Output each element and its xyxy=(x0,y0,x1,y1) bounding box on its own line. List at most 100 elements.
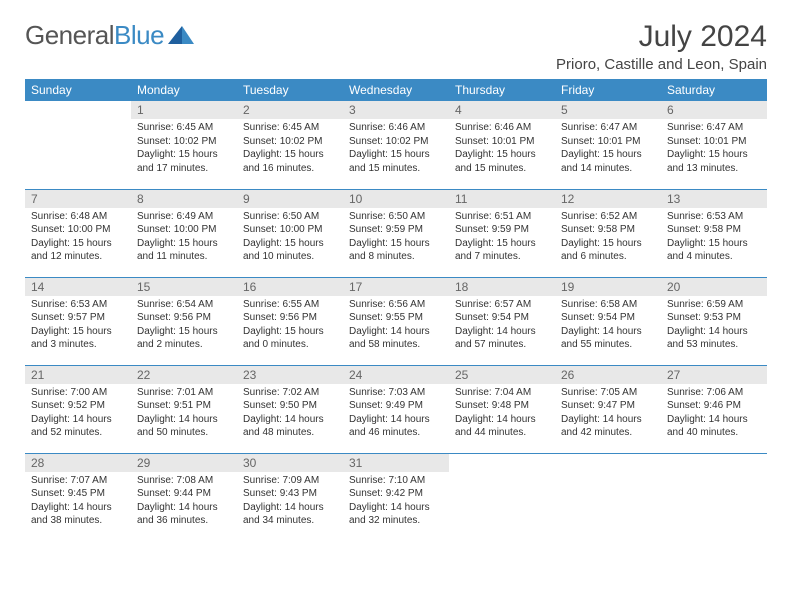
sunset-text: Sunset: 9:53 PM xyxy=(667,311,761,325)
calendar-cell: 29Sunrise: 7:08 AMSunset: 9:44 PMDayligh… xyxy=(131,453,237,541)
weekday-header: Friday xyxy=(555,79,661,101)
sunrise-text: Sunrise: 6:49 AM xyxy=(137,210,231,224)
sunset-text: Sunset: 9:43 PM xyxy=(243,487,337,501)
daylight-text-2: and 11 minutes. xyxy=(137,250,231,264)
daylight-text-2: and 34 minutes. xyxy=(243,514,337,528)
calendar-cell: 30 Sunrise: 7:09 AMSunset: 9:43 PMDayligh… xyxy=(237,453,343,541)
logo-triangle-icon xyxy=(168,20,194,51)
calendar-cell: 13Sunrise: 6:53 AMSunset: 9:58 PMDayligh… xyxy=(661,189,767,277)
daylight-text-2: and 40 minutes. xyxy=(667,426,761,440)
day-number: 11 xyxy=(449,190,555,208)
sunrise-text: Sunrise: 6:48 AM xyxy=(31,210,125,224)
daylight-text-1: Daylight: 14 hours xyxy=(31,501,125,515)
daylight-text-2: and 6 minutes. xyxy=(561,250,655,264)
header: GeneralBlue July 2024 Prioro, Castille a… xyxy=(25,20,767,73)
day-details: Sunrise: 6:51 AMSunset: 9:59 PMDaylight:… xyxy=(455,210,549,264)
sunset-text: Sunset: 10:00 PM xyxy=(31,223,125,237)
day-details: Sunrise: 6:56 AMSunset: 9:55 PMDaylight:… xyxy=(349,298,443,352)
day-details: Sunrise: 6:54 AMSunset: 9:56 PMDaylight:… xyxy=(137,298,231,352)
calendar-row: 7Sunrise: 6:48 AMSunset: 10:00 PMDayligh… xyxy=(25,189,767,277)
day-number: 19 xyxy=(555,278,661,296)
calendar-row: 21 Sunrise: 7:00 AMSunset: 9:52 PMDayligh… xyxy=(25,365,767,453)
daylight-text-2: and 15 minutes. xyxy=(455,162,549,176)
sunset-text: Sunset: 10:02 PM xyxy=(349,135,443,149)
calendar-cell: 24Sunrise: 7:03 AMSunset: 9:49 PMDayligh… xyxy=(343,365,449,453)
calendar-cell: 10Sunrise: 6:50 AMSunset: 9:59 PMDayligh… xyxy=(343,189,449,277)
day-details: Sunrise: 6:59 AMSunset: 9:53 PMDaylight:… xyxy=(667,298,761,352)
calendar-cell: 3Sunrise: 6:46 AMSunset: 10:02 PMDayligh… xyxy=(343,101,449,189)
calendar-cell: 9Sunrise: 6:50 AMSunset: 10:00 PMDayligh… xyxy=(237,189,343,277)
day-details: Sunrise: 7:10 AMSunset: 9:42 PMDaylight:… xyxy=(349,474,443,528)
day-details: Sunrise: 6:50 AMSunset: 10:00 PMDaylight… xyxy=(243,210,337,264)
calendar-page: GeneralBlue July 2024 Prioro, Castille a… xyxy=(0,0,792,561)
day-number: 15 xyxy=(131,278,237,296)
calendar-cell: 6Sunrise: 6:47 AMSunset: 10:01 PMDayligh… xyxy=(661,101,767,189)
sunrise-text: Sunrise: 7:06 AM xyxy=(667,386,761,400)
day-number: 8 xyxy=(131,190,237,208)
daylight-text-1: Daylight: 15 hours xyxy=(561,148,655,162)
daylight-text-2: and 17 minutes. xyxy=(137,162,231,176)
calendar-cell: 19Sunrise: 6:58 AMSunset: 9:54 PMDayligh… xyxy=(555,277,661,365)
daylight-text-1: Daylight: 14 hours xyxy=(137,413,231,427)
sunset-text: Sunset: 9:46 PM xyxy=(667,399,761,413)
daylight-text-1: Daylight: 14 hours xyxy=(561,325,655,339)
sunset-text: Sunset: 9:48 PM xyxy=(455,399,549,413)
sunrise-text: Sunrise: 6:53 AM xyxy=(31,298,125,312)
day-number: 31 xyxy=(343,454,449,472)
day-details: Sunrise: 6:49 AMSunset: 10:00 PMDaylight… xyxy=(137,210,231,264)
day-details: Sunrise: 6:57 AMSunset: 9:54 PMDaylight:… xyxy=(455,298,549,352)
daylight-text-1: Daylight: 15 hours xyxy=(137,237,231,251)
daylight-text-2: and 2 minutes. xyxy=(137,338,231,352)
daylight-text-1: Daylight: 15 hours xyxy=(31,237,125,251)
calendar-cell xyxy=(449,453,555,541)
weekday-header: Tuesday xyxy=(237,79,343,101)
day-number: 5 xyxy=(555,101,661,119)
day-number: 14 xyxy=(25,278,131,296)
day-details: Sunrise: 7:01 AMSunset: 9:51 PMDaylight:… xyxy=(137,386,231,440)
calendar-cell: 2Sunrise: 6:45 AMSunset: 10:02 PMDayligh… xyxy=(237,101,343,189)
sunrise-text: Sunrise: 6:55 AM xyxy=(243,298,337,312)
daylight-text-2: and 58 minutes. xyxy=(349,338,443,352)
title-block: July 2024 Prioro, Castille and Leon, Spa… xyxy=(556,20,767,73)
sunset-text: Sunset: 9:55 PM xyxy=(349,311,443,325)
sunrise-text: Sunrise: 6:45 AM xyxy=(137,121,231,135)
calendar-row: 28Sunrise: 7:07 AMSunset: 9:45 PMDayligh… xyxy=(25,453,767,541)
daylight-text-2: and 16 minutes. xyxy=(243,162,337,176)
sunset-text: Sunset: 10:01 PM xyxy=(455,135,549,149)
day-details: Sunrise: 7:09 AMSunset: 9:43 PMDaylight:… xyxy=(243,474,337,528)
day-number: 21 xyxy=(25,366,131,384)
day-details: Sunrise: 7:05 AMSunset: 9:47 PMDaylight:… xyxy=(561,386,655,440)
calendar-cell: 27Sunrise: 7:06 AMSunset: 9:46 PMDayligh… xyxy=(661,365,767,453)
day-number: 10 xyxy=(343,190,449,208)
calendar-cell: 7Sunrise: 6:48 AMSunset: 10:00 PMDayligh… xyxy=(25,189,131,277)
sunset-text: Sunset: 9:54 PM xyxy=(455,311,549,325)
day-number: 18 xyxy=(449,278,555,296)
day-details: Sunrise: 7:02 AMSunset: 9:50 PMDaylight:… xyxy=(243,386,337,440)
daylight-text-1: Daylight: 15 hours xyxy=(243,325,337,339)
sunset-text: Sunset: 9:57 PM xyxy=(31,311,125,325)
sunrise-text: Sunrise: 7:09 AM xyxy=(243,474,337,488)
sunset-text: Sunset: 10:02 PM xyxy=(137,135,231,149)
calendar-cell: 18 Sunrise: 6:57 AMSunset: 9:54 PMDayligh… xyxy=(449,277,555,365)
calendar-cell: 15 Sunrise: 6:54 AMSunset: 9:56 PMDayligh… xyxy=(131,277,237,365)
daylight-text-1: Daylight: 14 hours xyxy=(455,413,549,427)
daylight-text-2: and 10 minutes. xyxy=(243,250,337,264)
daylight-text-2: and 12 minutes. xyxy=(31,250,125,264)
day-details: Sunrise: 6:48 AMSunset: 10:00 PMDaylight… xyxy=(31,210,125,264)
calendar-cell xyxy=(661,453,767,541)
sunrise-text: Sunrise: 7:01 AM xyxy=(137,386,231,400)
day-number: 3 xyxy=(343,101,449,119)
sunset-text: Sunset: 9:42 PM xyxy=(349,487,443,501)
daylight-text-1: Daylight: 15 hours xyxy=(349,237,443,251)
day-number: 30 xyxy=(237,454,343,472)
daylight-text-2: and 48 minutes. xyxy=(243,426,337,440)
daylight-text-1: Daylight: 14 hours xyxy=(243,501,337,515)
sunrise-text: Sunrise: 6:51 AM xyxy=(455,210,549,224)
calendar-cell: 4Sunrise: 6:46 AMSunset: 10:01 PMDayligh… xyxy=(449,101,555,189)
daylight-text-1: Daylight: 15 hours xyxy=(243,237,337,251)
day-number: 27 xyxy=(661,366,767,384)
daylight-text-2: and 8 minutes. xyxy=(349,250,443,264)
weekday-header: Sunday xyxy=(25,79,131,101)
day-details: Sunrise: 7:00 AMSunset: 9:52 PMDaylight:… xyxy=(31,386,125,440)
sunrise-text: Sunrise: 6:50 AM xyxy=(349,210,443,224)
